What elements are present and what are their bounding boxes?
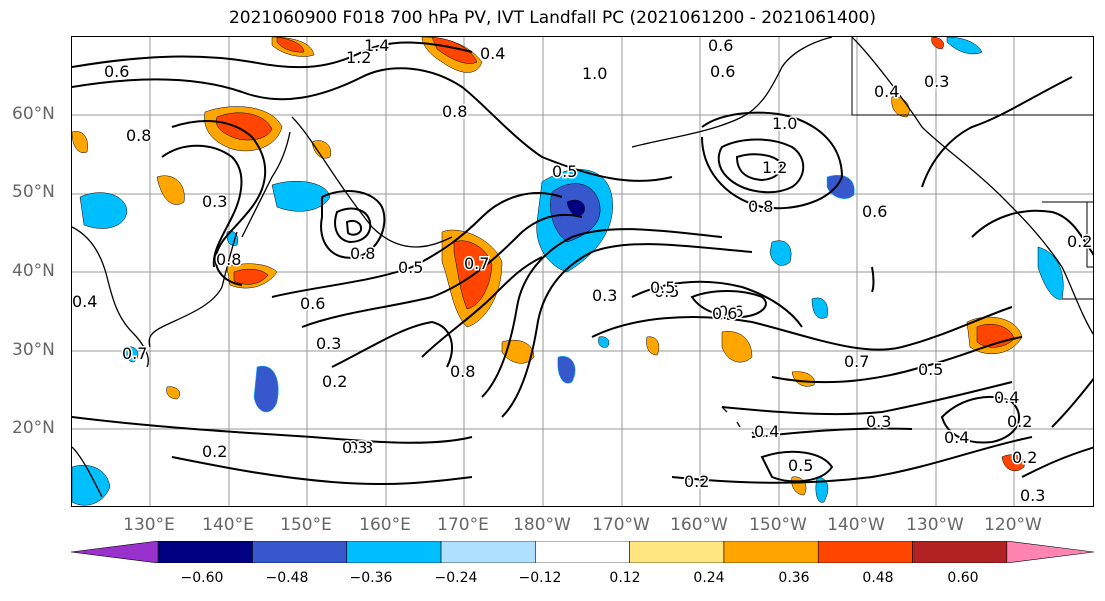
colorbar-segment: [817, 540, 913, 564]
contour-label: 0.3: [202, 192, 227, 211]
lat-label: 50°N: [12, 182, 55, 202]
lon-label: 170°E: [437, 515, 489, 535]
lon-label: 150°W: [749, 515, 807, 535]
negative-anomaly-shading: [72, 37, 1064, 506]
map-panel: 0.6 1.4 1.2 0.4 0.6 0.6 1.0 0.8 0.5 1.2 …: [71, 36, 1094, 507]
colorbar-segment: [723, 540, 819, 564]
contour-label: 0.8: [442, 102, 467, 121]
lat-label: 20°N: [12, 418, 55, 438]
lon-label: 140°E: [202, 515, 254, 535]
colorbar-tick: −0.60: [180, 570, 224, 586]
contour-label: 0.8: [450, 362, 475, 381]
contour-label: 0.8: [126, 126, 151, 145]
contour-label: 0.5: [918, 360, 943, 379]
contour-label: 0.5: [788, 456, 813, 475]
colorbar-segment: [629, 540, 725, 564]
contour-label: 0.6: [718, 302, 743, 321]
contour-label: 0.5: [398, 258, 423, 277]
contour-label: 0.2: [202, 442, 227, 461]
colorbar-tick: −0.24: [434, 570, 478, 586]
contour-label: 0.3: [866, 412, 891, 431]
contour-label: 1.4: [364, 37, 389, 55]
map-svg: 0.6 1.4 1.2 0.4 0.6 0.6 1.0 0.8 0.5 1.2 …: [72, 37, 1093, 506]
lon-label: 150°E: [280, 515, 332, 535]
colorbar-segments: [70, 540, 1095, 564]
contour-label: 0.3: [348, 438, 373, 457]
lon-label: 160°W: [670, 515, 728, 535]
contour-label: 0.7: [464, 254, 489, 273]
contour-label: 0.3: [316, 334, 341, 353]
lon-label: 180°W: [513, 515, 571, 535]
contour-label: 0.4: [994, 388, 1019, 407]
contour-label: 0.6: [712, 304, 737, 323]
contour-label: 0.3: [342, 438, 367, 457]
contour-label: 0.7: [844, 352, 869, 371]
contour-label: 0.5: [654, 282, 679, 301]
colorbar-segment: [440, 540, 536, 564]
contour-label: 0.2: [1007, 412, 1032, 431]
contour-label: 0.3: [1020, 486, 1045, 505]
contour-label: 1.0: [772, 114, 797, 133]
contour-label: 0.2: [1012, 448, 1037, 467]
lon-label: 120°W: [984, 515, 1042, 535]
colorbar: [70, 540, 1095, 564]
contour-label: 0.2: [684, 472, 709, 491]
contour-label: 0.3: [592, 286, 617, 305]
contour-label: 0.5: [552, 162, 577, 181]
coastlines: [72, 37, 1093, 498]
colorbar-extend-low: [70, 540, 159, 564]
lon-label: 140°W: [827, 515, 885, 535]
contour-label: 0.6: [300, 294, 325, 313]
colorbar-segment: [346, 540, 442, 564]
contour-label: 0.4: [874, 82, 899, 101]
contour-label: 0.6: [710, 62, 735, 81]
contour-label: 1.0: [582, 64, 607, 83]
lon-label: 130°E: [123, 515, 175, 535]
lon-label: 130°W: [906, 515, 964, 535]
colorbar-tick: 0.36: [778, 570, 810, 586]
lat-label: 60°N: [12, 104, 55, 124]
colorbar-segment: [535, 540, 630, 564]
contour-label: 0.4: [480, 44, 505, 63]
contour-label: 0.6: [104, 62, 129, 81]
colorbar-tick: −0.12: [518, 570, 562, 586]
contour-label: 0.4: [72, 292, 97, 311]
contour-label: 0.3: [924, 72, 949, 91]
contour-label: 0.4: [754, 422, 779, 441]
contour-label: 0.8: [350, 244, 375, 263]
contour-label: 0.2: [1067, 232, 1092, 251]
colorbar-svg: [70, 540, 1095, 564]
lon-label: 160°E: [359, 515, 411, 535]
colorbar-tick: 0.60: [947, 570, 979, 586]
chart-title: 2021060900 F018 700 hPa PV, IVT Landfall…: [228, 8, 876, 28]
contour-label: 1.2: [762, 158, 787, 177]
pv-contours: [72, 41, 1093, 486]
colorbar-tick: −0.48: [265, 570, 309, 586]
contour-label: 0.8: [748, 197, 773, 216]
colorbar-tick: 0.12: [609, 570, 641, 586]
colorbar-extend-high: [1006, 540, 1095, 564]
lat-label: 30°N: [12, 340, 55, 360]
contour-label: 0.2: [322, 372, 347, 391]
colorbar-tick: 0.24: [693, 570, 725, 586]
contour-label: 0.4: [944, 428, 969, 447]
lat-label: 40°N: [12, 261, 55, 281]
colorbar-tick: −0.36: [349, 570, 393, 586]
colorbar-segment: [252, 540, 348, 564]
contour-labels: 0.6 1.4 1.2 0.4 0.6 0.6 1.0 0.8 0.5 1.2 …: [72, 37, 1093, 506]
contour-label: 0.6: [862, 202, 887, 221]
colorbar-tick: 0.48: [862, 570, 894, 586]
lon-label: 170°W: [592, 515, 650, 535]
colorbar-segment: [157, 540, 253, 564]
border-lines: [851, 37, 1093, 300]
contour-label: 0.8: [216, 250, 241, 269]
contour-label: 0.5: [650, 278, 675, 297]
contour-label: 1.2: [346, 48, 371, 67]
colorbar-segment: [912, 540, 1008, 564]
contour-label: 0.6: [708, 37, 733, 55]
contour-label: 0.7: [122, 344, 147, 363]
